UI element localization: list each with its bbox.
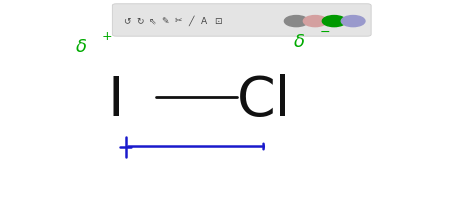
- Circle shape: [303, 16, 327, 27]
- Text: ✂: ✂: [174, 17, 182, 26]
- Circle shape: [322, 16, 346, 27]
- Text: ⇖: ⇖: [149, 17, 156, 26]
- Text: ⊡: ⊡: [214, 17, 222, 26]
- FancyBboxPatch shape: [112, 4, 371, 36]
- Text: ✎: ✎: [162, 17, 169, 26]
- Text: I: I: [108, 74, 124, 128]
- Text: ↻: ↻: [136, 17, 144, 26]
- Text: Cl: Cl: [237, 74, 291, 128]
- Text: +: +: [102, 30, 112, 43]
- Text: A: A: [201, 17, 207, 26]
- Text: δ: δ: [76, 38, 87, 56]
- Text: ╱: ╱: [188, 16, 194, 26]
- Text: δ: δ: [294, 33, 305, 51]
- Text: −: −: [320, 26, 330, 39]
- Circle shape: [284, 16, 308, 27]
- Text: ↺: ↺: [123, 17, 131, 26]
- Circle shape: [341, 16, 365, 27]
